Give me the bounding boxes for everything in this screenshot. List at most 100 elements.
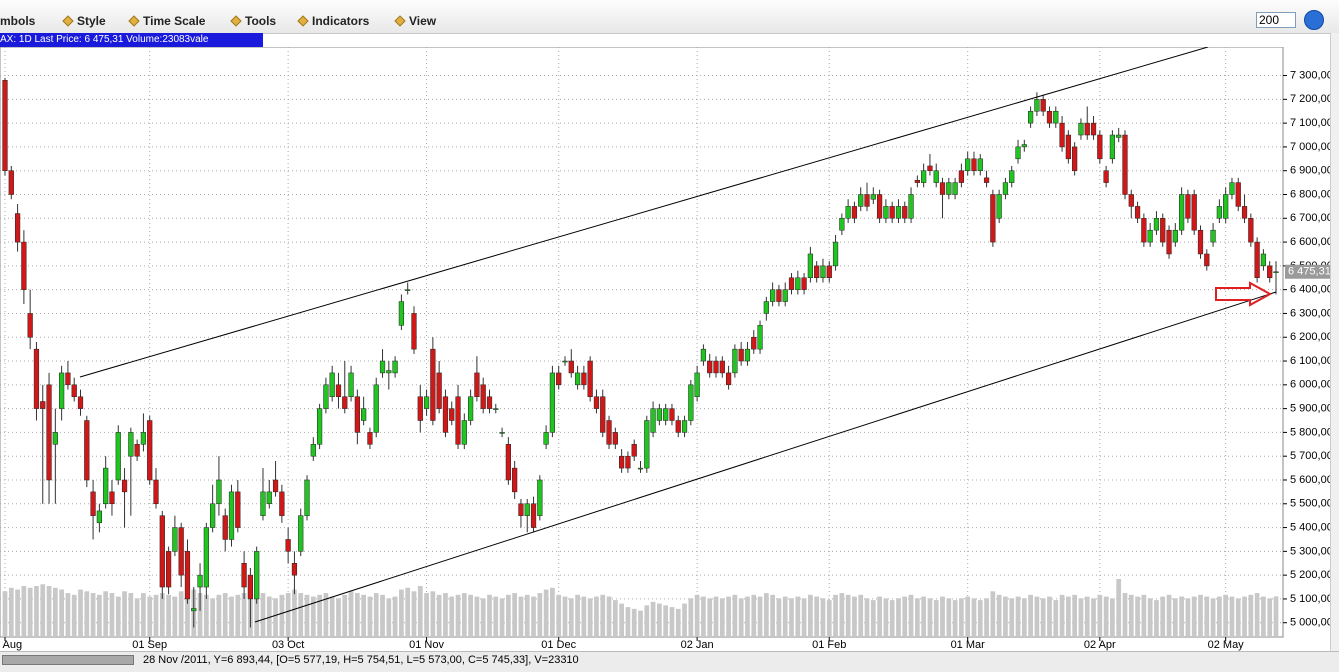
- bar-count-input[interactable]: 200: [1256, 12, 1296, 28]
- candle-body: [1267, 265, 1273, 279]
- volume-bar: [203, 594, 209, 637]
- candle-body: [1065, 134, 1071, 160]
- candle-body: [1015, 146, 1021, 160]
- volume-bar: [625, 607, 631, 637]
- candle-body: [52, 432, 58, 445]
- candle-body: [965, 158, 971, 171]
- volume-bar: [914, 598, 920, 637]
- candle-body: [203, 527, 209, 588]
- menu-view[interactable]: View: [394, 14, 436, 28]
- x-tick-label: 02 Apr: [1084, 639, 1116, 651]
- menu-tools[interactable]: Tools: [230, 14, 276, 28]
- volume-bar: [719, 598, 725, 637]
- chart-header: AX: 1D Last Price: 6 475,31 Volume:23083…: [0, 33, 263, 47]
- candle-body: [90, 491, 96, 516]
- candle-body: [914, 179, 920, 183]
- volume-bar: [612, 600, 618, 637]
- candle-body: [323, 384, 329, 409]
- refresh-button[interactable]: [1304, 10, 1324, 30]
- volume-bar: [1091, 598, 1096, 637]
- candle-body: [96, 510, 102, 524]
- volume-bar: [499, 598, 505, 637]
- candle-body: [826, 265, 832, 279]
- volume-bar: [694, 594, 700, 637]
- y-tick-label: 6 600,00: [1290, 236, 1330, 248]
- volume-bar: [707, 598, 713, 637]
- volume-bar: [1198, 594, 1203, 637]
- candle-body: [172, 527, 178, 552]
- volume-bar: [1021, 598, 1027, 637]
- scrollbar[interactable]: [1330, 33, 1339, 651]
- candle-body: [1134, 206, 1141, 219]
- candle-body: [958, 170, 965, 183]
- volume-bar: [940, 596, 945, 637]
- candle-body: [556, 372, 562, 386]
- candle-body: [59, 372, 65, 409]
- candle-body: [159, 515, 165, 588]
- candle-body: [103, 467, 109, 505]
- candle-body: [757, 325, 763, 350]
- volume-bar: [889, 600, 895, 637]
- candle-body: [946, 182, 952, 195]
- candle-body: [663, 408, 669, 421]
- y-tick-label: 5 400,00: [1290, 521, 1330, 533]
- volume-bar: [1116, 579, 1122, 637]
- volume-bar: [254, 594, 260, 637]
- x-tick-label: 01 Aug: [0, 639, 22, 651]
- candle-body: [361, 408, 367, 421]
- candle-body: [644, 420, 650, 469]
- volume-bar: [638, 610, 643, 637]
- volume-bar: [971, 598, 977, 637]
- candle-body: [14, 213, 21, 243]
- candle-body: [505, 444, 511, 481]
- candle-body: [1229, 182, 1235, 195]
- candle-body: [1090, 122, 1097, 136]
- candle-body: [455, 396, 461, 445]
- candle-body: [876, 194, 883, 219]
- volume-bar: [826, 600, 832, 637]
- volume-bar: [468, 594, 473, 637]
- menu-style[interactable]: Style: [62, 14, 106, 28]
- candle-body: [1027, 110, 1034, 124]
- volume-bar: [210, 598, 215, 637]
- volume-bar: [896, 598, 901, 637]
- volume-bar: [776, 598, 782, 637]
- candle-body: [235, 491, 241, 528]
- volume-bar: [1242, 596, 1247, 637]
- volume-bar: [1040, 598, 1046, 637]
- volume-bar: [845, 594, 851, 637]
- volume-bar: [317, 594, 322, 637]
- candle-body: [738, 348, 744, 362]
- volume-bar: [1273, 596, 1279, 637]
- status-text: 28 Nov /2011, Y=6 893,44, [O=5 577,19, H…: [143, 654, 579, 666]
- menu-time-scale[interactable]: Time Scale: [128, 14, 205, 28]
- volume-bar: [153, 594, 159, 637]
- candle-body: [285, 539, 291, 552]
- volume-bar: [197, 593, 203, 637]
- candle-body: [851, 206, 858, 219]
- volume-bar: [543, 589, 549, 637]
- volume-bar: [751, 594, 757, 637]
- menu-symbols[interactable]: mbols: [0, 14, 36, 28]
- candle-body: [675, 420, 681, 433]
- volume-bar: [631, 608, 637, 637]
- volume-bar: [279, 594, 285, 637]
- candle-body: [1116, 134, 1122, 138]
- x-tick-label: 01 Feb: [812, 639, 846, 651]
- candle-body: [304, 479, 310, 516]
- volume-bar: [1254, 593, 1260, 637]
- candle-body: [1059, 122, 1065, 148]
- candle-body: [839, 218, 845, 231]
- volume-bar: [97, 594, 102, 637]
- candle-body: [436, 372, 442, 409]
- volume-bar: [109, 593, 115, 637]
- menu-indicators[interactable]: Indicators: [297, 14, 369, 28]
- scroll-thumb[interactable]: [2, 655, 134, 665]
- candle-body: [84, 420, 90, 481]
- candle-body: [996, 194, 1002, 219]
- volume-bar: [1059, 594, 1065, 637]
- candle-body: [820, 265, 826, 279]
- candle-body: [581, 372, 587, 386]
- volume-bar: [864, 598, 870, 637]
